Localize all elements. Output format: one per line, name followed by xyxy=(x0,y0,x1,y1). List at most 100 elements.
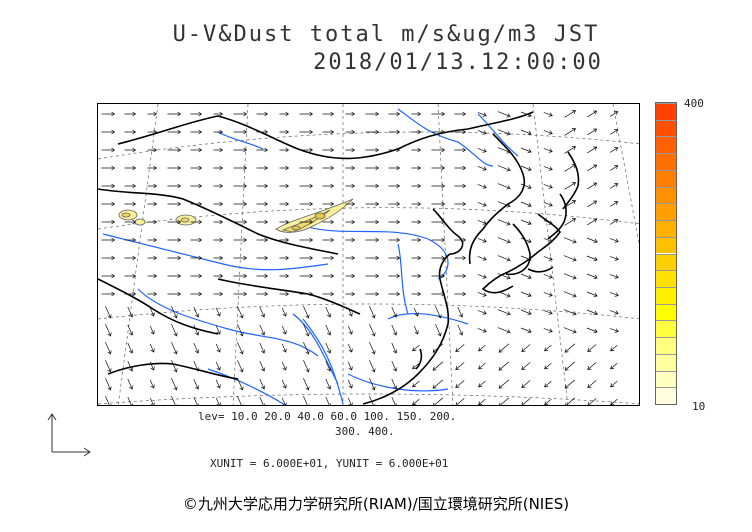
wind-arrow xyxy=(299,201,314,207)
wind-arrow xyxy=(237,359,244,373)
wind-arrow xyxy=(256,165,269,171)
wind-arrow xyxy=(365,237,380,243)
wind-arrow xyxy=(101,255,116,261)
wind-arrow xyxy=(215,397,221,405)
wind-arrow xyxy=(610,147,619,153)
wind-arrow xyxy=(345,291,356,297)
wind-arrow xyxy=(256,219,269,225)
wind-arrow xyxy=(587,380,597,389)
wind-arrow xyxy=(435,305,442,319)
wind-arrow xyxy=(213,219,224,225)
wind-arrow xyxy=(521,398,531,405)
wind-arrow xyxy=(303,395,310,405)
wind-arrow xyxy=(499,397,510,405)
wind-arrow xyxy=(299,111,314,117)
wind-arrow xyxy=(520,219,532,226)
wind-arrow xyxy=(347,361,353,371)
wind-arrow xyxy=(454,201,467,207)
wind-arrow xyxy=(411,111,422,117)
wind-arrow xyxy=(147,255,158,261)
wind-arrow xyxy=(609,238,619,243)
wind-arrow xyxy=(454,183,467,189)
wind-arrow xyxy=(127,360,134,372)
wind-arrow xyxy=(167,183,182,189)
wind-arrow xyxy=(147,201,158,207)
wind-arrow xyxy=(454,147,467,153)
wind-arrow xyxy=(345,273,356,279)
wind-arrow xyxy=(454,219,467,225)
wind-arrow xyxy=(477,274,487,279)
wind-arrow xyxy=(279,219,290,225)
wind-arrow xyxy=(477,238,487,243)
wind-arrow xyxy=(147,183,158,189)
wind-arrow xyxy=(124,201,137,207)
wind-arrow xyxy=(455,380,465,389)
wind-arrow xyxy=(431,201,446,207)
wind-arrow xyxy=(431,147,446,153)
copyright-notice: ©九州大学応用力学研究所(RIAM)/国立環境研究所(NIES) xyxy=(182,495,570,513)
wind-arrow xyxy=(365,291,380,297)
colorbar-swatch xyxy=(656,203,676,221)
wind-arrow xyxy=(193,324,200,336)
wind-arrow xyxy=(587,182,598,190)
wind-arrow xyxy=(564,128,577,136)
wind-arrow xyxy=(105,377,112,391)
wind-arrow xyxy=(543,202,553,207)
wind-arrow xyxy=(587,128,598,136)
wind-arrow xyxy=(147,273,158,279)
wind-arrow xyxy=(563,327,577,334)
wind-arrow xyxy=(411,219,422,225)
wind-arrow xyxy=(454,291,467,297)
wind-arrow xyxy=(215,325,221,335)
wind-arrow xyxy=(543,112,553,117)
wind-arrow xyxy=(388,111,401,117)
wind-arrow xyxy=(497,147,511,154)
wind-arrow xyxy=(497,129,511,136)
wind-arrow xyxy=(454,111,467,117)
wind-arrow xyxy=(213,273,224,279)
wind-arrow xyxy=(149,325,155,335)
wind-arrow xyxy=(147,111,158,117)
wind-arrow xyxy=(497,165,511,172)
colorbar-swatch xyxy=(656,253,676,271)
wind-arrow xyxy=(213,111,224,117)
wind-arrow xyxy=(299,237,314,243)
wind-arrow xyxy=(101,183,116,189)
wind-arrow xyxy=(365,165,380,171)
wind-arrow xyxy=(365,111,380,117)
wind-arrow xyxy=(563,291,577,298)
wind-arrow xyxy=(365,129,380,135)
wind-arrow xyxy=(413,307,419,317)
wind-arrow xyxy=(411,129,422,135)
wind-arrow xyxy=(213,147,224,153)
wind-arrow xyxy=(190,147,203,153)
wind-arrow xyxy=(412,362,420,370)
wind-arrow xyxy=(281,397,287,405)
wind-arrow xyxy=(322,291,335,297)
wind-arrow xyxy=(325,360,332,372)
wind-arrow xyxy=(167,255,182,261)
wind-arrow xyxy=(457,324,464,336)
wind-arrow xyxy=(563,237,577,244)
wind-arrow xyxy=(431,273,446,279)
wind-arrow xyxy=(388,165,401,171)
wind-arrow xyxy=(167,273,182,279)
wind-arrow xyxy=(477,220,487,225)
wind-arrow xyxy=(521,362,531,371)
wind-arrow xyxy=(454,129,467,135)
wind-arrow xyxy=(391,396,398,405)
wind-arrow xyxy=(388,147,401,153)
wind-arrow xyxy=(497,327,511,334)
reference-axes-icon xyxy=(47,413,91,457)
wind-arrow xyxy=(213,183,224,189)
wind-arrow xyxy=(233,129,248,135)
wind-arrow xyxy=(369,341,376,355)
wind-arrow xyxy=(609,256,619,261)
wind-arrow xyxy=(233,147,248,153)
wind-arrow xyxy=(388,183,401,189)
wind-arrow xyxy=(322,237,335,243)
wind-arrow xyxy=(391,378,398,390)
wind-arrow xyxy=(149,307,155,317)
wind-arrow xyxy=(190,165,203,171)
wind-arrow xyxy=(259,342,266,354)
